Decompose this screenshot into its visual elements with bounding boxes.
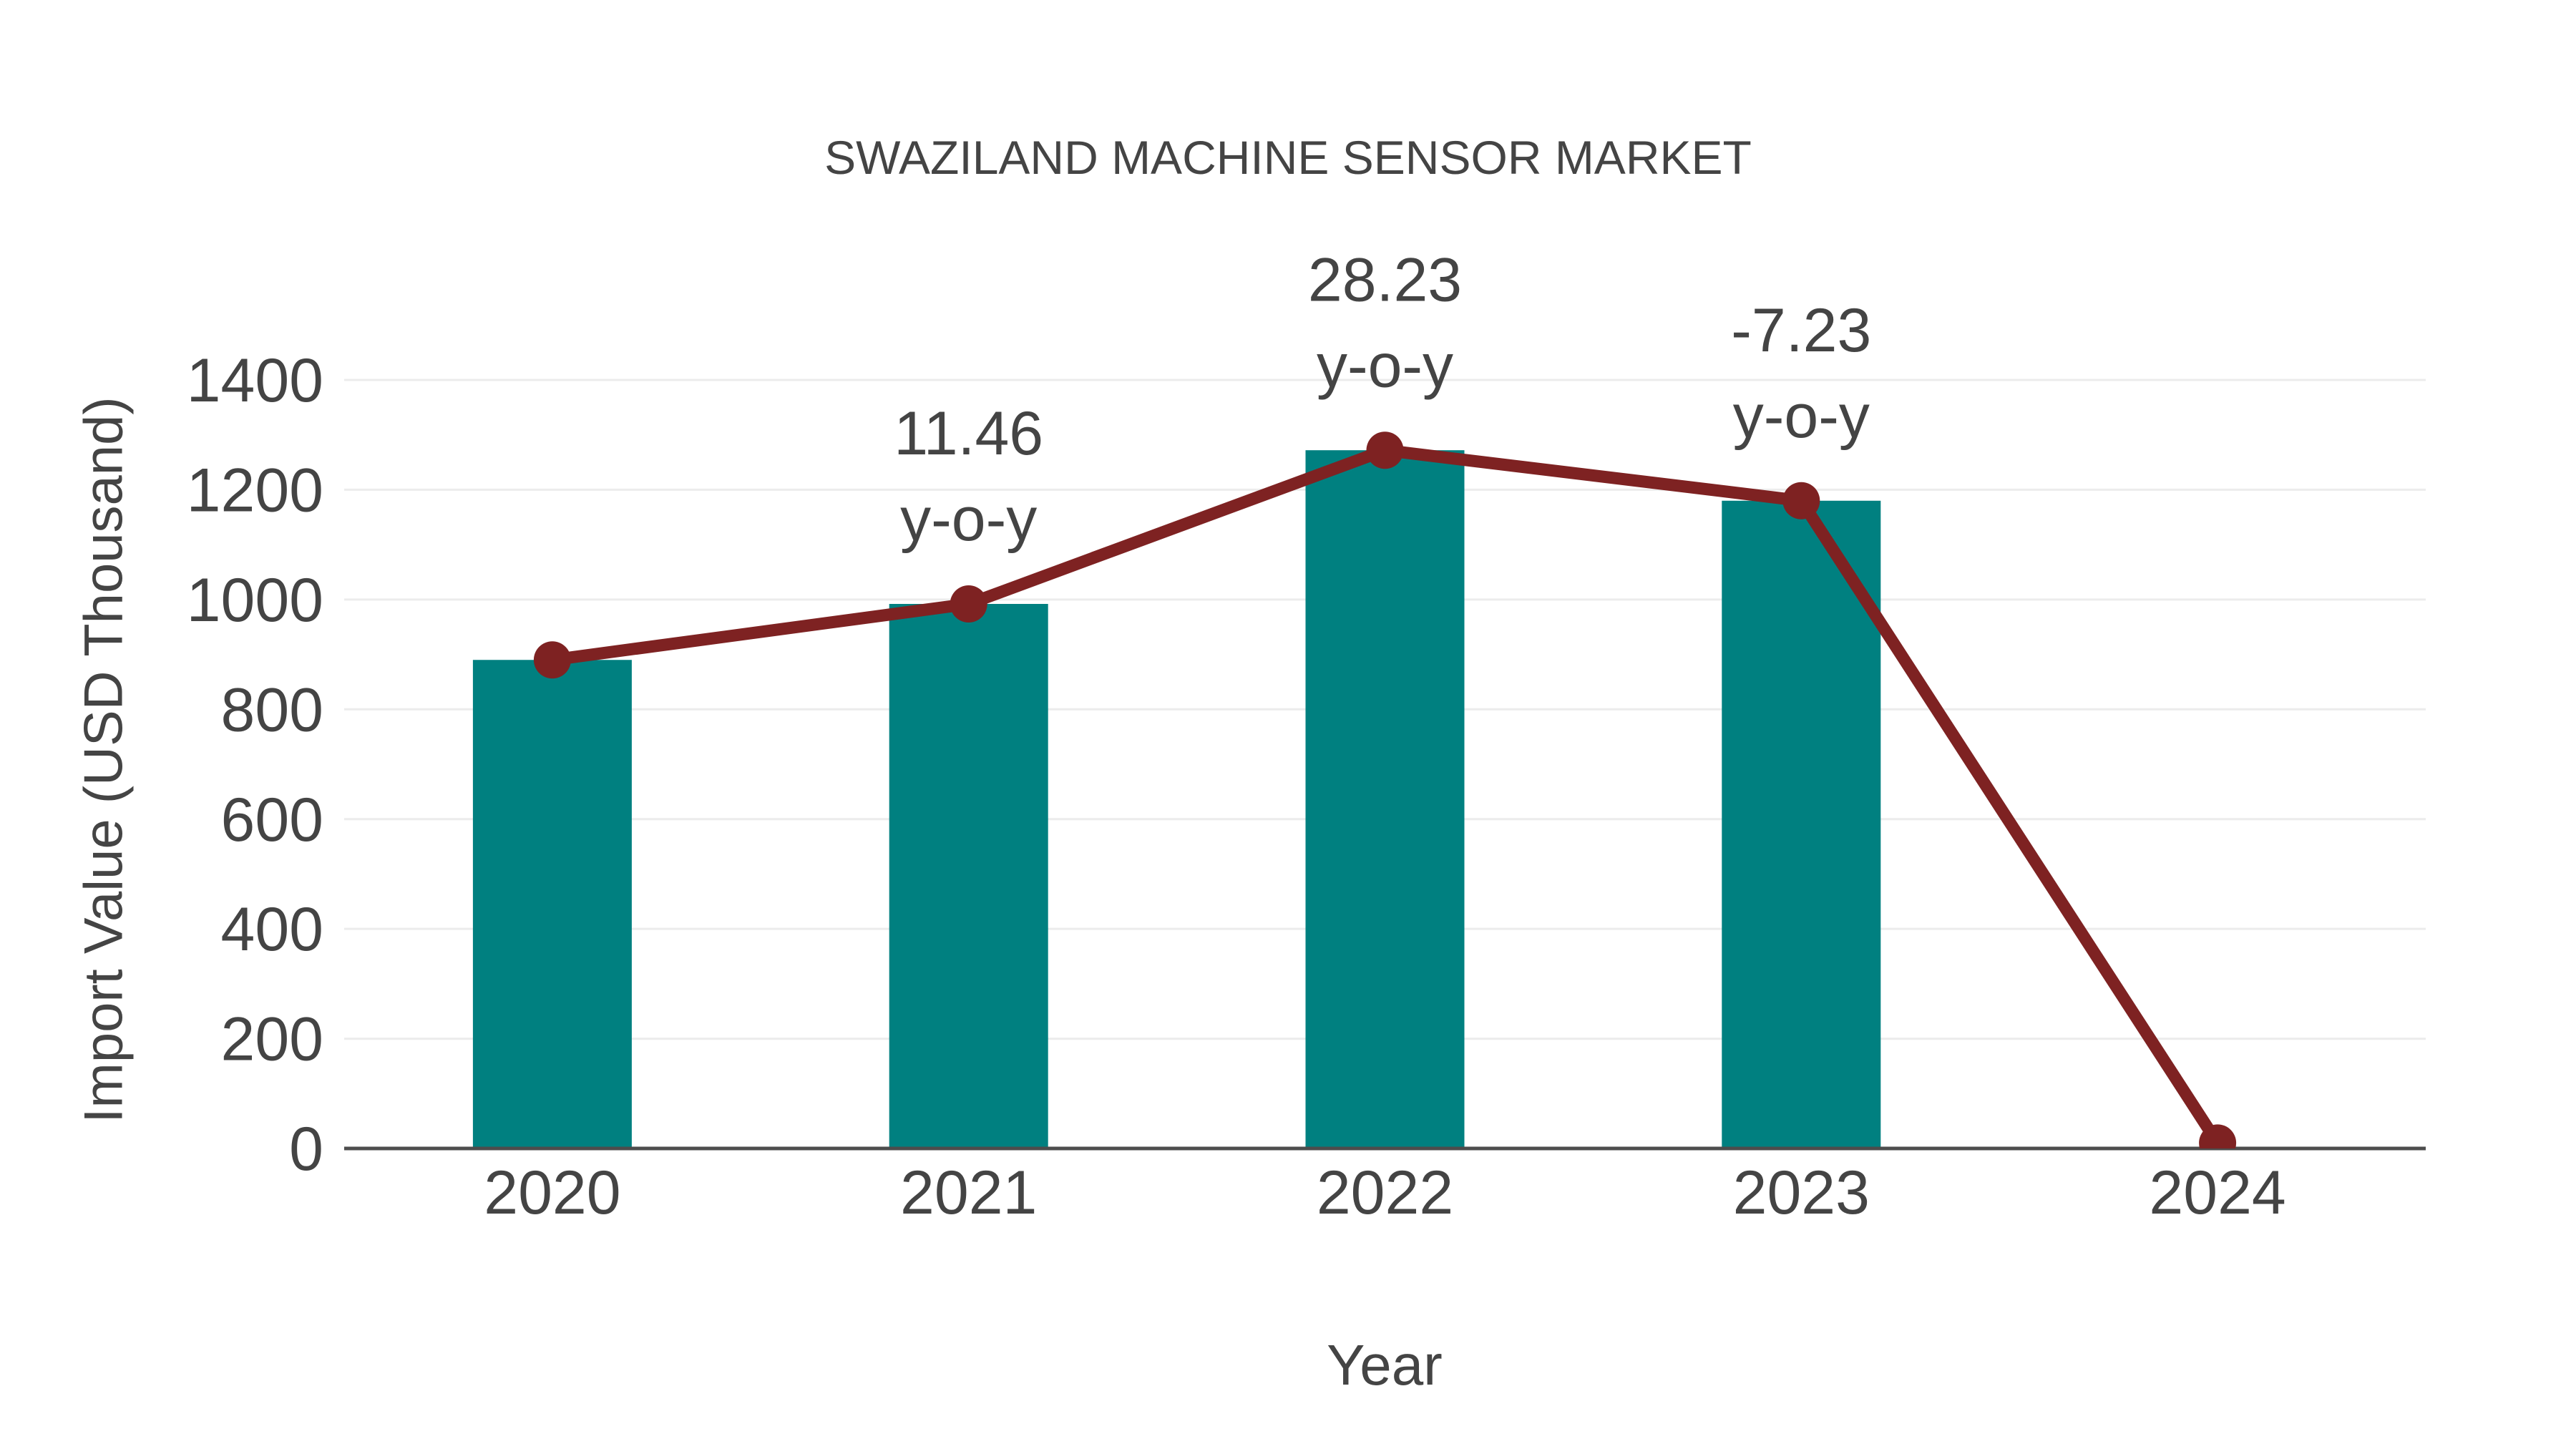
marker-2023	[1782, 482, 1820, 519]
marker-2024	[2199, 1124, 2237, 1148]
annotation-2022-line1: 28.23	[1308, 245, 1462, 314]
bar-2023	[1722, 500, 1881, 1148]
y-tick-label-800: 800	[221, 675, 324, 744]
chart-title: SWAZILAND MACHINE SENSOR MARKET	[824, 131, 1752, 184]
y-tick-label-200: 200	[221, 1005, 324, 1074]
line-series	[533, 431, 2237, 1148]
x-tick-label-2021: 2021	[900, 1158, 1037, 1227]
annotation-2023-line1: -7.23	[1731, 296, 1871, 365]
y-tick-label-400: 400	[221, 895, 324, 964]
x-tick-label-2024: 2024	[2149, 1158, 2285, 1227]
annotation-2022-line2: y-o-y	[1317, 331, 1453, 400]
y-tick-label-600: 600	[221, 786, 324, 854]
y-tick-label-1200: 1200	[187, 457, 323, 525]
marker-2021	[950, 585, 987, 623]
y-tick-label-1400: 1400	[187, 346, 323, 415]
annotation-2021-line1: 11.46	[894, 399, 1043, 468]
x-tick-label-2022: 2022	[1317, 1158, 1453, 1227]
bar-2020	[472, 660, 632, 1148]
bar-2021	[889, 603, 1048, 1148]
marker-2020	[533, 641, 571, 679]
x-tick-label-2023: 2023	[1733, 1158, 1870, 1227]
annotation-2021-line2: y-o-y	[900, 485, 1037, 554]
y-tick-label-0: 0	[289, 1115, 323, 1184]
marker-2022	[1366, 431, 1404, 469]
x-axis-title: Year	[1327, 1333, 1443, 1397]
annotation-2023-line2: y-o-y	[1733, 382, 1870, 451]
y-tick-label-1000: 1000	[187, 566, 323, 635]
x-tick-label-2020: 2020	[484, 1158, 620, 1227]
bar-2022	[1305, 450, 1465, 1148]
